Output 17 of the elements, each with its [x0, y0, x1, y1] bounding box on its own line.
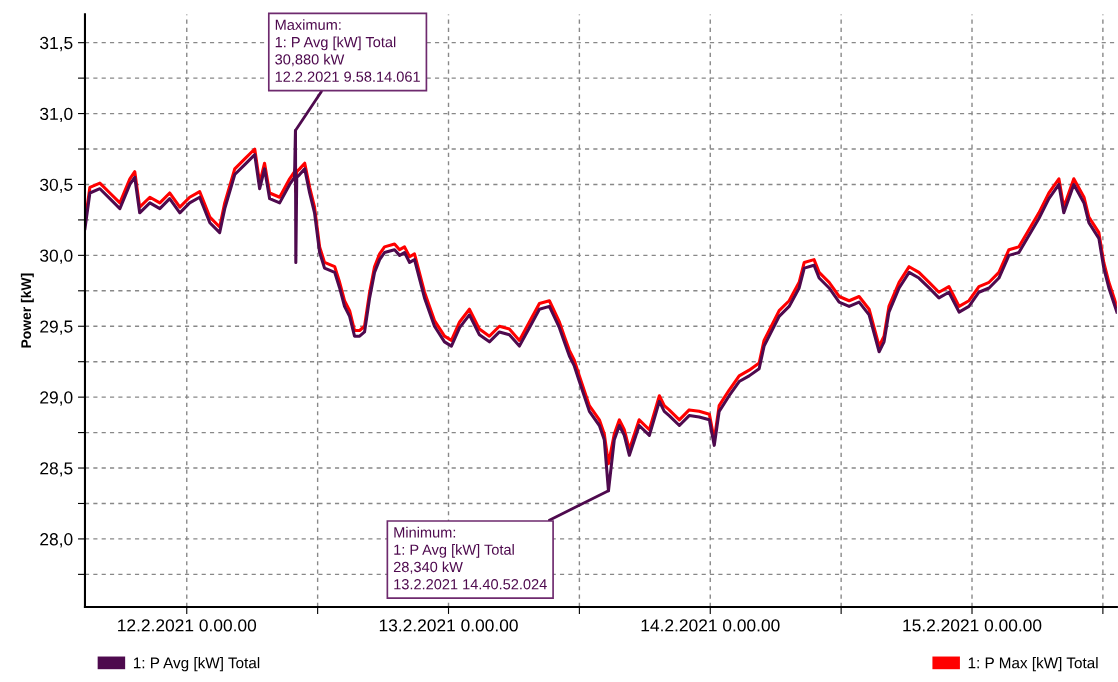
y-tick-label: 30,0: [40, 249, 73, 264]
x-tick-label: 15.2.2021 0.00.00: [903, 619, 1042, 632]
y-tick-label: 28,0: [40, 533, 73, 548]
legend-label: 1: P Avg [kW] Total: [133, 657, 260, 672]
y-axis-title: Power [kW]: [20, 273, 34, 348]
y-tick-label: 29,5: [40, 320, 73, 335]
y-tick-label: 31,0: [40, 107, 73, 123]
x-tick-label: 12.2.2021 0.00.00: [118, 619, 257, 632]
x-tick-label: 13.2.2021 0.00.00: [379, 619, 518, 632]
y-tick-label: 29,0: [40, 391, 73, 406]
annotation: Maximum: 1: P Avg [kW] Total 30,880 kW 12.2.2021 9.58.14.061: [275, 19, 420, 82]
y-tick-label: 28,5: [40, 462, 73, 477]
annotation: Minimum: 1: P Avg [kW] Total 28,340 kW 13.2.2021 14.40.52.024: [393, 526, 547, 590]
legend-label: 1: P Max [kW] Total: [968, 657, 1098, 672]
x-tick-label: 14.2.2021 0.00.00: [641, 619, 780, 632]
y-tick-label: 31,5: [40, 36, 73, 52]
y-tick-label: 30,5: [40, 178, 73, 193]
